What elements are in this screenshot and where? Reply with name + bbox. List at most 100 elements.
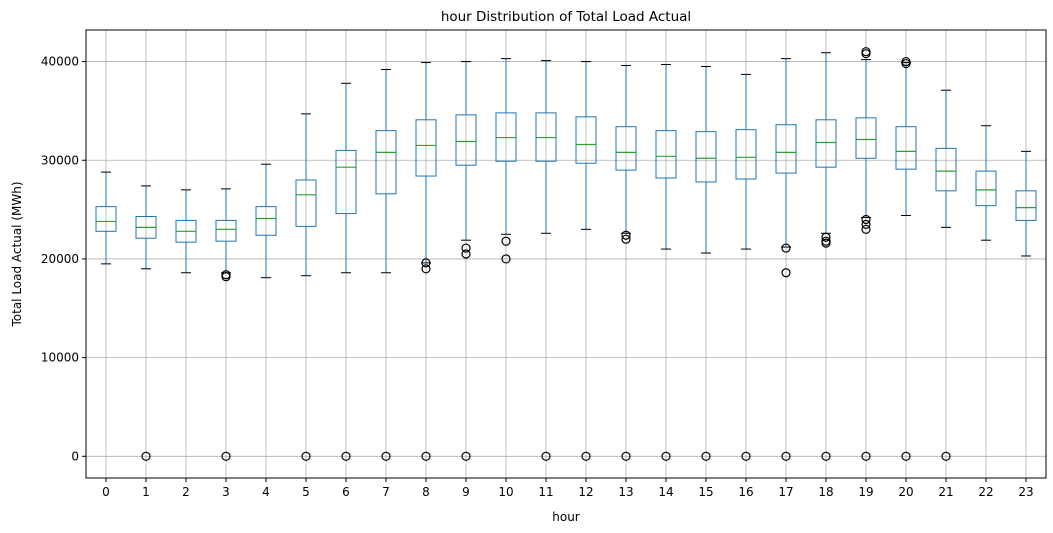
outlier-point bbox=[861, 49, 871, 59]
box-13 bbox=[615, 65, 637, 461]
outlier-point bbox=[381, 451, 391, 461]
x-tick-label: 1 bbox=[142, 485, 150, 499]
iqr-box bbox=[855, 117, 877, 159]
outlier-point bbox=[341, 451, 351, 461]
outlier-point bbox=[901, 451, 911, 461]
box-0 bbox=[95, 171, 117, 265]
iqr-box bbox=[295, 179, 317, 227]
outlier-point bbox=[661, 451, 671, 461]
outlier-point bbox=[621, 230, 631, 240]
x-tick-label: 13 bbox=[618, 485, 633, 499]
outlier-point bbox=[501, 236, 511, 246]
x-tick-label: 9 bbox=[462, 485, 470, 499]
outlier-point bbox=[821, 238, 831, 248]
iqr-box bbox=[935, 147, 957, 192]
box-21 bbox=[935, 89, 957, 461]
y-axis-label: Total Load Actual (MWh) bbox=[10, 181, 24, 327]
x-tick-label: 12 bbox=[578, 485, 593, 499]
outlier-point bbox=[301, 451, 311, 461]
chart-title: hour Distribution of Total Load Actual bbox=[441, 9, 691, 25]
outlier-point bbox=[861, 219, 871, 229]
outlier-point bbox=[861, 451, 871, 461]
x-tick-label: 18 bbox=[818, 485, 833, 499]
x-tick-label: 8 bbox=[422, 485, 430, 499]
x-tick-label: 20 bbox=[898, 485, 913, 499]
plot-area-frame bbox=[85, 29, 1047, 479]
box-12 bbox=[575, 61, 597, 461]
outlier-point bbox=[941, 451, 951, 461]
outlier-point bbox=[461, 249, 471, 259]
box-19 bbox=[855, 47, 877, 461]
iqr-box bbox=[455, 114, 477, 166]
outlier-point bbox=[781, 243, 791, 253]
outlier-point bbox=[421, 451, 431, 461]
iqr-box bbox=[215, 219, 237, 242]
box-7 bbox=[375, 68, 397, 461]
outlier-point bbox=[861, 214, 871, 225]
box-22 bbox=[975, 125, 997, 241]
iqr-box bbox=[415, 119, 437, 177]
iqr-box bbox=[615, 126, 637, 171]
outlier-point bbox=[701, 451, 711, 461]
box-14 bbox=[655, 64, 677, 461]
box-23 bbox=[1015, 150, 1037, 257]
x-tick-label: 16 bbox=[738, 485, 753, 499]
box-series bbox=[95, 47, 1037, 461]
y-tick-label: 30000 bbox=[41, 153, 79, 167]
box-3 bbox=[215, 188, 237, 461]
outlier-point bbox=[501, 254, 511, 264]
x-tick-label: 4 bbox=[262, 485, 270, 499]
iqr-box bbox=[255, 206, 277, 236]
iqr-box bbox=[335, 149, 357, 215]
iqr-box bbox=[815, 119, 837, 168]
x-tick-label: 5 bbox=[302, 485, 310, 499]
box-18 bbox=[815, 52, 837, 461]
iqr-box bbox=[735, 129, 757, 180]
box-11 bbox=[535, 60, 557, 461]
iqr-box bbox=[655, 130, 677, 179]
iqr-box bbox=[375, 130, 397, 195]
iqr-box bbox=[95, 206, 117, 232]
box-5 bbox=[295, 113, 317, 461]
y-tick-label: 10000 bbox=[41, 351, 79, 365]
box-10 bbox=[495, 58, 517, 264]
outlier-point bbox=[221, 272, 231, 282]
outlier-point bbox=[781, 268, 791, 278]
box-6 bbox=[335, 82, 357, 461]
y-tick-label: 0 bbox=[71, 449, 79, 463]
box-1 bbox=[135, 185, 157, 461]
iqr-box bbox=[775, 124, 797, 174]
outlier-point bbox=[621, 234, 631, 244]
y-axis-ticks: 0 10000 20000 30000 40000 bbox=[41, 55, 86, 463]
box-16 bbox=[735, 73, 757, 461]
x-tick-label: 2 bbox=[182, 485, 190, 499]
outlier-point bbox=[421, 264, 431, 274]
box-2 bbox=[175, 189, 197, 274]
outlier-point bbox=[221, 451, 231, 461]
iqr-box bbox=[1015, 190, 1037, 221]
box-8 bbox=[415, 62, 437, 461]
y-tick-label: 20000 bbox=[41, 252, 79, 266]
outlier-point bbox=[821, 232, 831, 242]
x-tick-label: 23 bbox=[1018, 485, 1033, 499]
iqr-box bbox=[695, 131, 717, 183]
outlier-point bbox=[461, 451, 471, 461]
box-15 bbox=[695, 66, 717, 461]
x-tick-label: 0 bbox=[102, 485, 110, 499]
outlier-point bbox=[581, 451, 591, 461]
box-4 bbox=[255, 163, 277, 279]
outlier-point bbox=[421, 258, 431, 268]
x-tick-label: 19 bbox=[858, 485, 873, 499]
box-17 bbox=[775, 58, 797, 461]
x-tick-label: 3 bbox=[222, 485, 230, 499]
iqr-box bbox=[895, 126, 917, 170]
grid-lines bbox=[86, 30, 1046, 478]
outlier-point bbox=[141, 451, 151, 461]
outlier-point bbox=[541, 451, 551, 461]
x-tick-label: 7 bbox=[382, 485, 390, 499]
x-tick-label: 15 bbox=[698, 485, 713, 499]
outlier-point bbox=[901, 58, 911, 69]
x-tick-label: 10 bbox=[498, 485, 513, 499]
y-tick-label: 40000 bbox=[41, 55, 79, 69]
